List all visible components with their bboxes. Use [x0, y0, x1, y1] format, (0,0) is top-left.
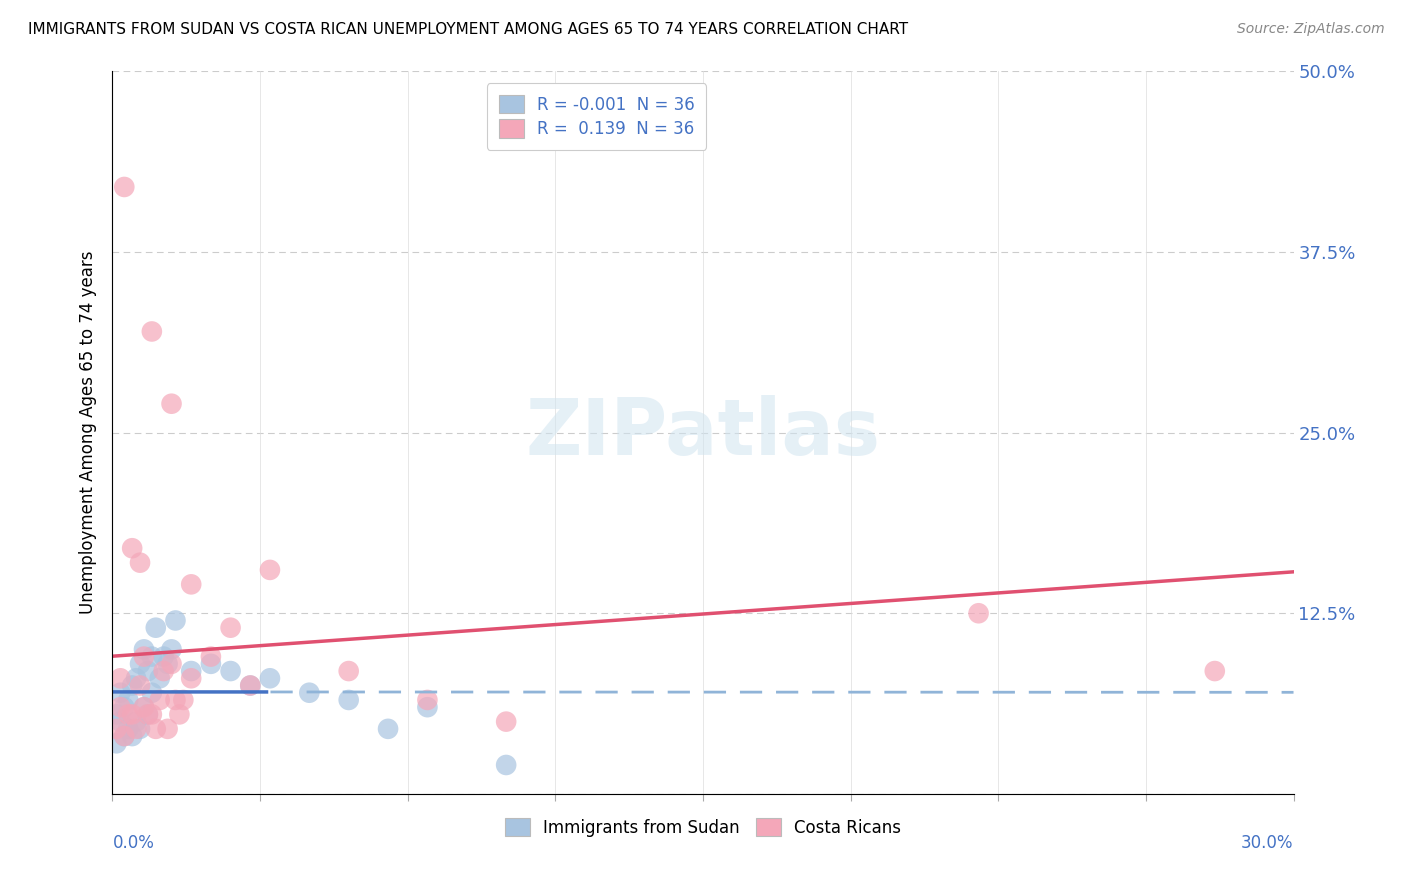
- Point: [121, 707, 143, 722]
- Point: [219, 664, 242, 678]
- Point: [117, 707, 139, 722]
- Point: [110, 700, 132, 714]
- Point: [141, 686, 163, 700]
- Point: [105, 736, 128, 750]
- Point: [156, 657, 179, 671]
- Point: [129, 657, 152, 671]
- Point: [337, 664, 360, 678]
- Point: [180, 664, 202, 678]
- Legend: Immigrants from Sudan, Costa Ricans: Immigrants from Sudan, Costa Ricans: [495, 808, 911, 847]
- Point: [1204, 664, 1226, 678]
- Text: 30.0%: 30.0%: [1241, 834, 1294, 852]
- Point: [112, 180, 135, 194]
- Point: [136, 707, 159, 722]
- Text: Source: ZipAtlas.com: Source: ZipAtlas.com: [1237, 22, 1385, 37]
- Point: [165, 614, 187, 628]
- Point: [145, 722, 167, 736]
- Point: [169, 707, 191, 722]
- Point: [149, 671, 172, 685]
- Point: [110, 671, 132, 685]
- Point: [110, 686, 132, 700]
- Y-axis label: Unemployment Among Ages 65 to 74 years: Unemployment Among Ages 65 to 74 years: [79, 251, 97, 615]
- Point: [200, 649, 222, 664]
- Point: [967, 607, 990, 621]
- Point: [165, 693, 187, 707]
- Point: [117, 693, 139, 707]
- Point: [259, 563, 281, 577]
- Point: [495, 714, 517, 729]
- Point: [125, 714, 148, 729]
- Point: [172, 693, 194, 707]
- Point: [180, 577, 202, 591]
- Point: [112, 729, 135, 743]
- Point: [132, 649, 155, 664]
- Point: [136, 664, 159, 678]
- Point: [160, 657, 183, 671]
- Point: [145, 621, 167, 635]
- Point: [132, 700, 155, 714]
- Point: [141, 649, 163, 664]
- Point: [129, 678, 152, 692]
- Point: [416, 700, 439, 714]
- Point: [160, 397, 183, 411]
- Point: [117, 722, 139, 736]
- Point: [105, 707, 128, 722]
- Point: [149, 693, 172, 707]
- Point: [377, 722, 399, 736]
- Point: [152, 649, 174, 664]
- Point: [156, 722, 179, 736]
- Point: [259, 671, 281, 685]
- Text: IMMIGRANTS FROM SUDAN VS COSTA RICAN UNEMPLOYMENT AMONG AGES 65 TO 74 YEARS CORR: IMMIGRANTS FROM SUDAN VS COSTA RICAN UNE…: [28, 22, 908, 37]
- Point: [141, 707, 163, 722]
- Point: [125, 722, 148, 736]
- Point: [105, 722, 128, 736]
- Point: [112, 700, 135, 714]
- Point: [495, 758, 517, 772]
- Point: [125, 671, 148, 685]
- Point: [121, 678, 143, 692]
- Text: ZIPatlas: ZIPatlas: [526, 394, 880, 471]
- Point: [136, 707, 159, 722]
- Point: [416, 693, 439, 707]
- Point: [110, 714, 132, 729]
- Point: [200, 657, 222, 671]
- Point: [298, 686, 321, 700]
- Point: [129, 556, 152, 570]
- Point: [152, 664, 174, 678]
- Point: [121, 541, 143, 556]
- Point: [337, 693, 360, 707]
- Point: [239, 678, 262, 692]
- Point: [180, 671, 202, 685]
- Point: [121, 729, 143, 743]
- Text: 0.0%: 0.0%: [112, 834, 155, 852]
- Point: [160, 642, 183, 657]
- Point: [239, 678, 262, 692]
- Point: [141, 325, 163, 339]
- Point: [219, 621, 242, 635]
- Point: [129, 722, 152, 736]
- Point: [132, 642, 155, 657]
- Point: [112, 729, 135, 743]
- Point: [132, 700, 155, 714]
